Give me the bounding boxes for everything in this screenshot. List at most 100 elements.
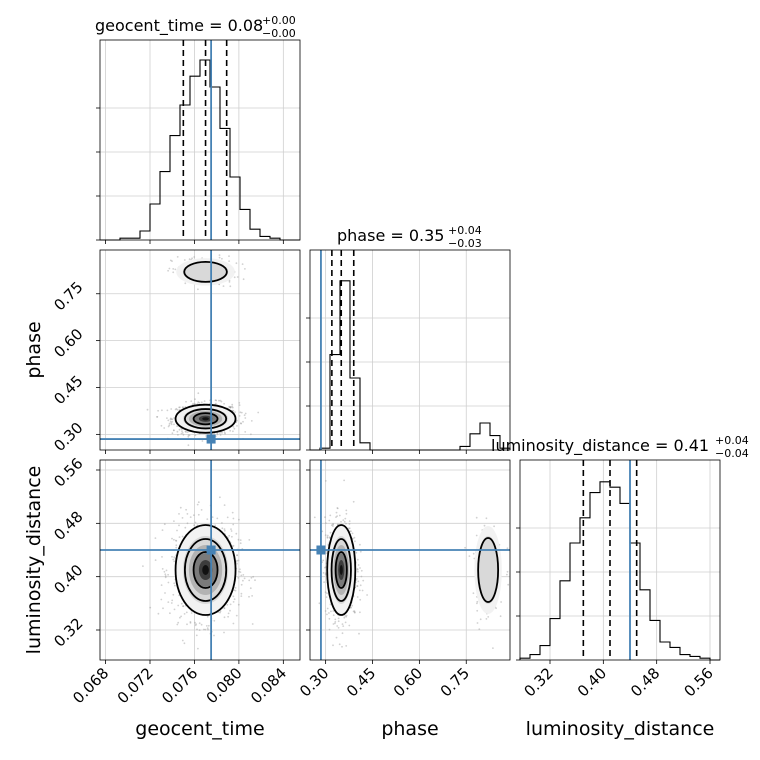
sample-point xyxy=(485,618,488,620)
sample-point xyxy=(345,645,348,647)
sample-point xyxy=(232,425,235,428)
sample-point xyxy=(197,513,200,516)
sample-point xyxy=(178,513,180,515)
sample-point xyxy=(168,267,171,270)
sample-point xyxy=(198,622,201,625)
sample-point xyxy=(328,536,331,539)
sample-point xyxy=(360,569,363,572)
sample-point xyxy=(356,558,359,561)
tick-label-geocent-time: 0.068 xyxy=(69,664,112,707)
sample-point xyxy=(358,632,360,635)
sample-point xyxy=(183,642,186,645)
sample-point xyxy=(183,613,186,615)
sample-point xyxy=(326,592,328,595)
sample-point xyxy=(239,568,241,571)
sample-point xyxy=(240,583,243,586)
sample-point xyxy=(219,496,221,499)
sample-point xyxy=(361,589,364,592)
tick-label-luminosity-distance: 0.32 xyxy=(520,664,556,700)
sample-point xyxy=(499,615,502,618)
sample-point xyxy=(203,400,206,402)
sample-point xyxy=(160,424,163,427)
sample-point xyxy=(172,593,175,596)
sample-point xyxy=(473,557,476,560)
sample-point xyxy=(233,598,236,601)
sample-point xyxy=(182,406,185,409)
sample-point xyxy=(181,430,183,433)
sample-point xyxy=(344,621,347,624)
sample-point xyxy=(324,480,327,482)
sample-point xyxy=(232,544,235,547)
sample-point xyxy=(358,589,361,592)
sample-point xyxy=(362,579,365,582)
sample-point xyxy=(184,430,187,433)
title-phase-main: phase = 0.35 xyxy=(337,226,444,245)
sample-point xyxy=(236,559,239,562)
tick-label-geocent-time: 0.076 xyxy=(158,664,201,707)
sample-point xyxy=(233,276,236,279)
sample-point xyxy=(186,513,189,515)
sample-point xyxy=(169,420,172,423)
tick-label-luminosity-distance: 0.32 xyxy=(50,614,86,650)
sample-point xyxy=(232,622,235,625)
sample-point xyxy=(229,406,232,409)
sample-point xyxy=(359,567,361,569)
sample-point xyxy=(250,433,252,436)
sample-point xyxy=(181,432,184,434)
sample-point xyxy=(223,402,226,405)
sample-point xyxy=(336,625,339,627)
sample-point xyxy=(187,444,190,447)
sample-point xyxy=(198,402,201,404)
sample-point xyxy=(476,600,479,603)
sample-point xyxy=(359,584,362,587)
sample-point xyxy=(223,528,226,530)
sample-point xyxy=(356,568,359,570)
sample-point xyxy=(478,628,481,630)
sample-point xyxy=(175,546,178,549)
sample-point xyxy=(231,406,234,409)
sample-point xyxy=(161,409,163,412)
sample-point xyxy=(328,612,330,614)
sample-point xyxy=(479,618,482,621)
tick-label-phase: 0.75 xyxy=(50,278,86,314)
sample-point xyxy=(181,639,184,642)
sample-point xyxy=(200,623,203,626)
sample-point xyxy=(177,604,180,607)
sample-point xyxy=(193,514,195,517)
sample-point xyxy=(173,423,175,426)
sample-point xyxy=(216,517,219,520)
sample-point xyxy=(156,416,159,418)
panel-frame xyxy=(309,249,511,451)
panel-bg-phase-vs-phase xyxy=(310,250,510,450)
sample-point xyxy=(219,611,221,614)
title-luminosity-distance-sub: −0.04 xyxy=(715,447,749,460)
sample-point xyxy=(213,619,216,622)
sample-point xyxy=(345,512,348,515)
sample-point xyxy=(180,432,183,435)
sample-point xyxy=(213,634,215,637)
sample-point xyxy=(324,591,327,594)
sample-point xyxy=(207,628,209,631)
sample-point xyxy=(329,531,332,534)
sample-point xyxy=(353,611,356,614)
sample-point xyxy=(332,614,335,617)
sample-point xyxy=(177,434,179,436)
sample-point xyxy=(335,516,337,518)
quantile-lines xyxy=(182,40,638,660)
sample-point xyxy=(231,511,234,514)
sample-point xyxy=(229,406,232,409)
sample-point xyxy=(169,259,172,262)
sample-point xyxy=(180,428,183,431)
sample-point xyxy=(205,625,208,627)
sample-point xyxy=(338,514,341,517)
sample-point xyxy=(176,256,179,258)
sample-point xyxy=(185,431,187,433)
sample-point xyxy=(162,607,164,610)
sample-point xyxy=(242,574,245,576)
sample-point xyxy=(194,621,196,624)
sample-point xyxy=(243,577,246,580)
sample-point xyxy=(313,516,316,519)
sample-point xyxy=(218,254,221,256)
sample-point xyxy=(207,624,210,627)
sample-point xyxy=(341,623,344,625)
